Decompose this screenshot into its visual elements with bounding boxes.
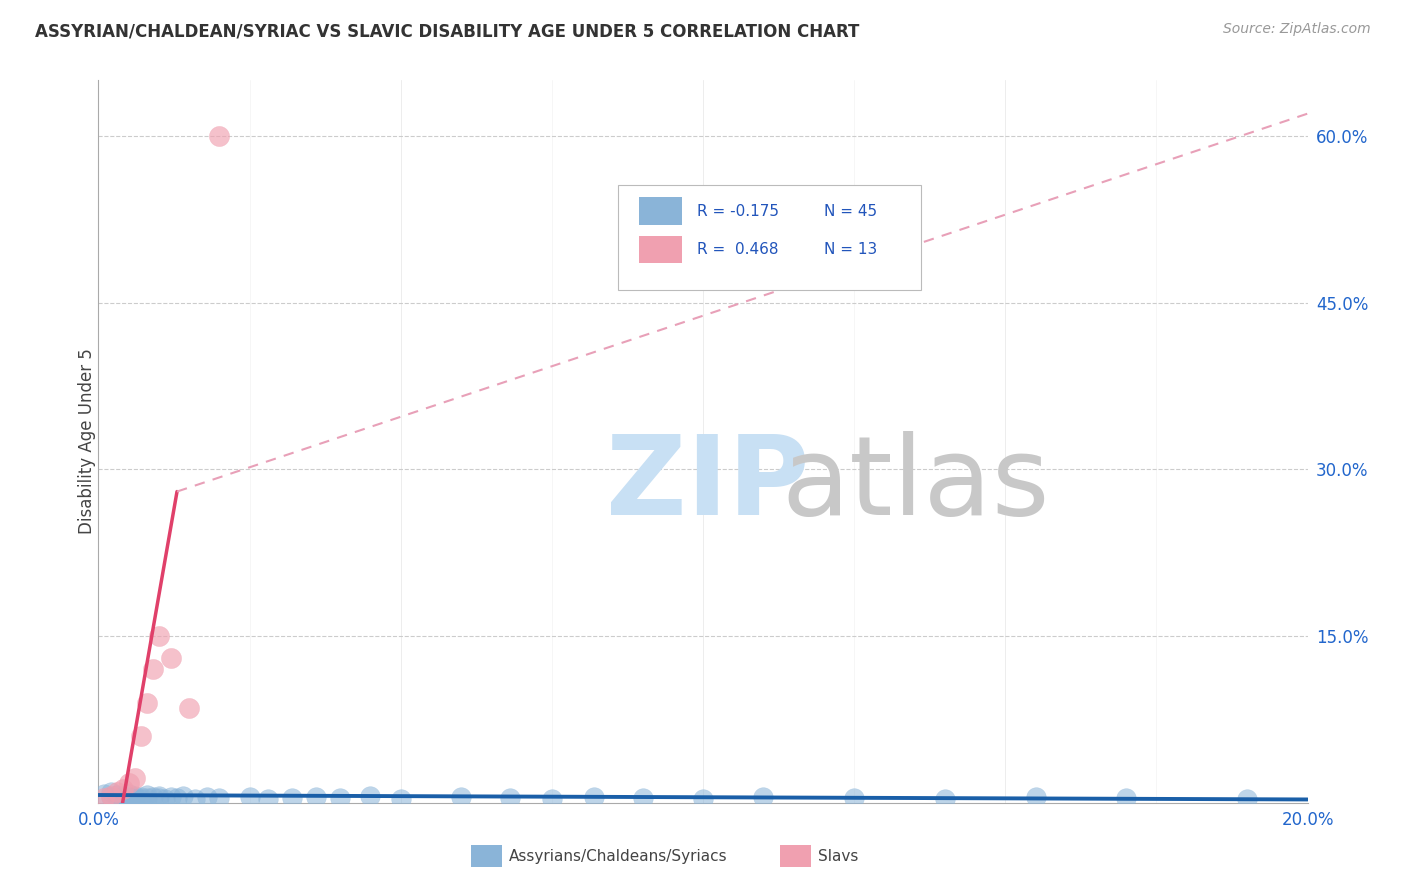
Point [934,792,956,806]
Point [118,787,141,801]
Bar [638,235,682,263]
Point [256,792,278,806]
Point [111,789,134,804]
Point [179,701,201,715]
Point [153,792,176,806]
Point [160,790,183,805]
Point [135,788,157,802]
Point [281,791,304,805]
Point [135,791,157,805]
Point [631,791,654,805]
Point [172,789,194,804]
Text: R =  0.468: R = 0.468 [697,242,779,257]
Point [208,791,231,805]
Point [1024,790,1046,805]
FancyBboxPatch shape [619,185,921,290]
Point [692,792,714,806]
Point [142,662,165,676]
Point [93,787,115,801]
Point [148,789,170,804]
Point [100,790,122,805]
Point [129,729,152,743]
Y-axis label: Disability Age Under 5: Disability Age Under 5 [79,349,96,534]
Point [239,790,262,805]
Point [389,792,412,806]
Text: Slavs: Slavs [818,849,859,863]
Text: ZIP: ZIP [606,432,810,539]
Point [111,792,134,806]
Point [105,791,128,805]
Text: Assyrians/Chaldeans/Syriacs: Assyrians/Chaldeans/Syriacs [509,849,727,863]
Point [100,789,122,804]
Point [124,791,146,805]
Text: ASSYRIAN/CHALDEAN/SYRIAC VS SLAVIC DISABILITY AGE UNDER 5 CORRELATION CHART: ASSYRIAN/CHALDEAN/SYRIAC VS SLAVIC DISAB… [35,22,859,40]
Point [583,790,606,805]
Point [184,792,207,806]
Point [360,789,382,804]
Point [142,790,165,805]
Point [135,696,157,710]
Point [148,791,170,805]
Point [540,792,562,806]
Text: R = -0.175: R = -0.175 [697,203,779,219]
Point [129,792,152,806]
Text: atlas: atlas [782,432,1050,539]
Point [105,788,128,802]
Point [124,772,146,786]
Point [844,791,866,805]
Point [166,791,188,805]
Point [93,791,115,805]
Text: N = 13: N = 13 [824,242,877,257]
Point [111,782,134,797]
Point [208,128,231,143]
Point [450,790,472,805]
Point [329,791,352,805]
Point [148,629,170,643]
Point [124,789,146,804]
Point [118,792,141,806]
Point [105,785,128,799]
Point [195,790,218,805]
Point [100,785,122,799]
Point [160,651,183,665]
Point [752,790,775,805]
Point [118,776,141,790]
Text: N = 45: N = 45 [824,203,877,219]
Point [118,790,141,805]
Point [305,790,328,805]
Point [1236,792,1258,806]
Point [498,791,520,805]
Point [129,790,152,805]
Text: Source: ZipAtlas.com: Source: ZipAtlas.com [1223,22,1371,37]
Point [1115,791,1137,805]
Bar [638,197,682,225]
